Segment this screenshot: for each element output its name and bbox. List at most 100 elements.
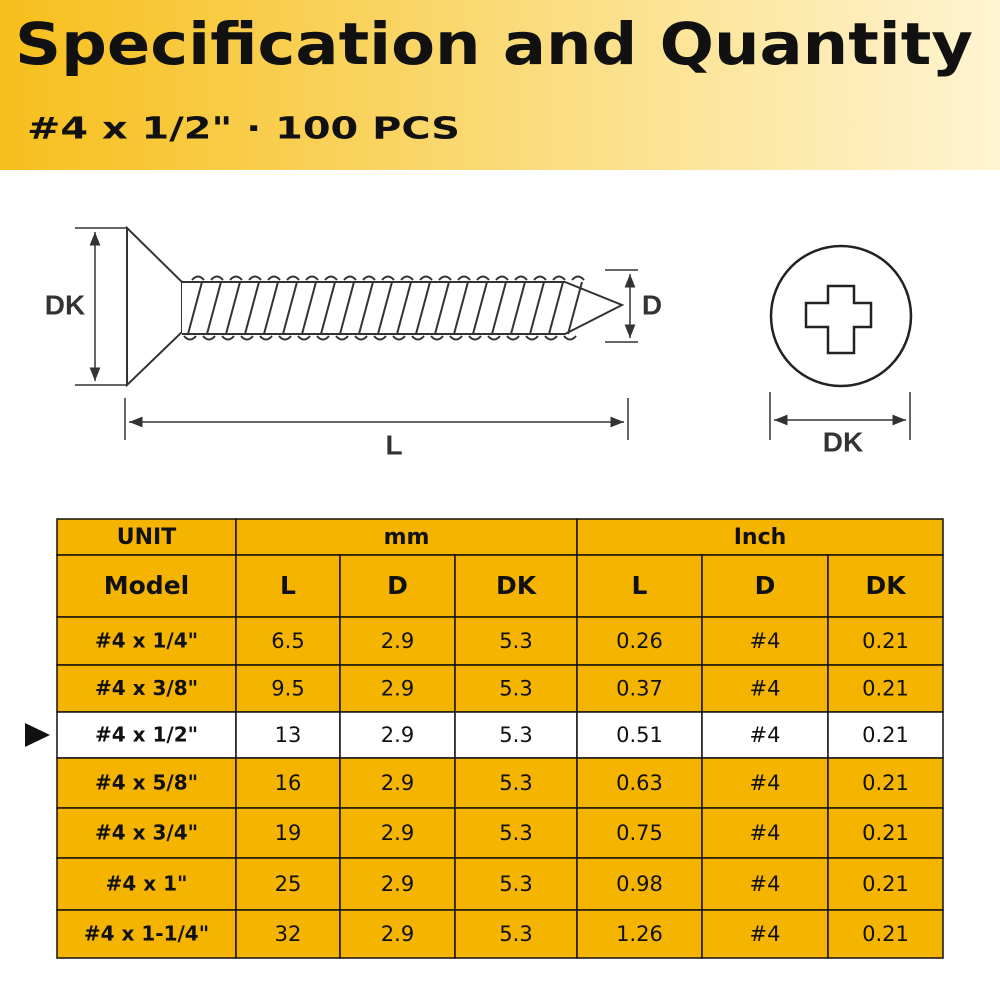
dk-label: DK — [45, 289, 85, 320]
l-label: L — [385, 429, 402, 460]
table-cell — [701, 711, 829, 759]
cell-text: 0.21 — [862, 922, 909, 946]
cell-text: #4 — [750, 723, 781, 747]
table-cell — [56, 909, 237, 959]
subtitle: #4 x 1/2" · 100 PCS — [27, 112, 460, 147]
cell-text: D — [755, 571, 776, 600]
cell-text: 25 — [275, 872, 302, 896]
cell-text: 5.3 — [499, 677, 532, 701]
thread-crest — [563, 275, 585, 341]
table-cell — [454, 664, 578, 713]
spec-table: UNIT mm Inch Model L D DK L D DK #4 x 1/4" 6.5 2.9 5.… — [56, 518, 944, 959]
cell-text: D — [387, 571, 408, 600]
thread — [415, 281, 431, 335]
thread-crest — [316, 275, 338, 341]
thread — [320, 281, 336, 335]
cell-text: #4 — [750, 677, 781, 701]
cell-text: UNIT — [117, 525, 176, 550]
cell-text: 0.21 — [862, 821, 909, 845]
cell-text: 2.9 — [381, 922, 414, 946]
thread-crest — [278, 275, 300, 341]
cell-text: DK — [496, 571, 538, 600]
cell-text: 5.3 — [499, 821, 532, 845]
cell-text: 9.5 — [271, 677, 304, 701]
cell-text: 2.9 — [381, 629, 414, 653]
cell-text: 5.3 — [499, 771, 532, 795]
table-cell — [339, 616, 456, 666]
cell-text: Model — [104, 571, 189, 600]
table-cell — [827, 554, 944, 618]
cell-text: DK — [865, 571, 907, 600]
table-cell — [56, 616, 237, 666]
thread-crest — [468, 275, 490, 341]
thread-crest — [392, 275, 414, 341]
thread-crest — [430, 275, 452, 341]
table-cell — [339, 757, 456, 809]
cell-text: #4 x 1/2" — [95, 723, 198, 747]
thread — [567, 281, 583, 335]
cell-text: #4 x 3/8" — [95, 676, 198, 700]
cell-text: Inch — [734, 525, 787, 550]
thread — [377, 281, 393, 335]
table-cell — [454, 711, 578, 759]
table-cell — [235, 909, 341, 959]
cell-text: #4 x 1/4" — [95, 629, 198, 653]
cell-text: 0.21 — [862, 872, 909, 896]
thread-crest — [487, 275, 509, 341]
table-cell — [576, 711, 703, 759]
thread — [453, 281, 469, 335]
cell-text: 2.9 — [381, 677, 414, 701]
table-cell — [701, 757, 829, 809]
screw-side — [126, 225, 625, 388]
cell-text: 0.98 — [616, 872, 663, 896]
header-band — [0, 0, 1000, 170]
table-cell — [235, 857, 341, 911]
cell-text: 2.9 — [381, 821, 414, 845]
cell-text: 6.5 — [271, 629, 304, 653]
cell-text: 2.9 — [381, 723, 414, 747]
thread-crest — [544, 275, 566, 341]
cell-text: 5.3 — [499, 872, 532, 896]
cell-text: 0.26 — [616, 629, 663, 653]
thread — [244, 281, 260, 335]
table-cell — [235, 554, 341, 618]
cell-text: 5.3 — [499, 723, 532, 747]
table-cell — [339, 711, 456, 759]
cell-text: 0.21 — [862, 629, 909, 653]
table-cell — [235, 807, 341, 859]
thread-crest — [449, 275, 471, 341]
thread — [358, 281, 374, 335]
cell-text: #4 — [750, 872, 781, 896]
thread-crest — [240, 275, 262, 341]
table-cell — [235, 616, 341, 666]
table-cell — [827, 757, 944, 809]
cell-text: 5.3 — [499, 922, 532, 946]
thread — [472, 281, 488, 335]
cell-text: 0.63 — [616, 771, 663, 795]
thread — [225, 281, 241, 335]
cell-text: 13 — [275, 723, 302, 747]
d-label: D — [642, 289, 662, 320]
cell-text: 32 — [275, 922, 302, 946]
cell-text: 19 — [275, 821, 302, 845]
cell-text: #4 x 3/4" — [95, 821, 198, 845]
thread — [282, 281, 298, 335]
table-cell — [827, 857, 944, 911]
thread-crest — [373, 275, 395, 341]
cell-text: L — [632, 571, 648, 600]
thread — [491, 281, 507, 335]
table-cell — [339, 554, 456, 618]
thread — [206, 281, 222, 335]
cell-text: #4 — [750, 771, 781, 795]
cell-text: 16 — [275, 771, 302, 795]
thread-crest — [202, 275, 224, 341]
cell-text: L — [280, 571, 296, 600]
thread-crest — [506, 275, 528, 341]
thread — [510, 281, 526, 335]
table-cell — [827, 664, 944, 713]
table-cell — [827, 909, 944, 959]
table-cell — [701, 807, 829, 859]
title: Specification and Quantity — [15, 10, 973, 78]
cell-text: mm — [384, 525, 430, 550]
cell-text: #4 — [750, 629, 781, 653]
